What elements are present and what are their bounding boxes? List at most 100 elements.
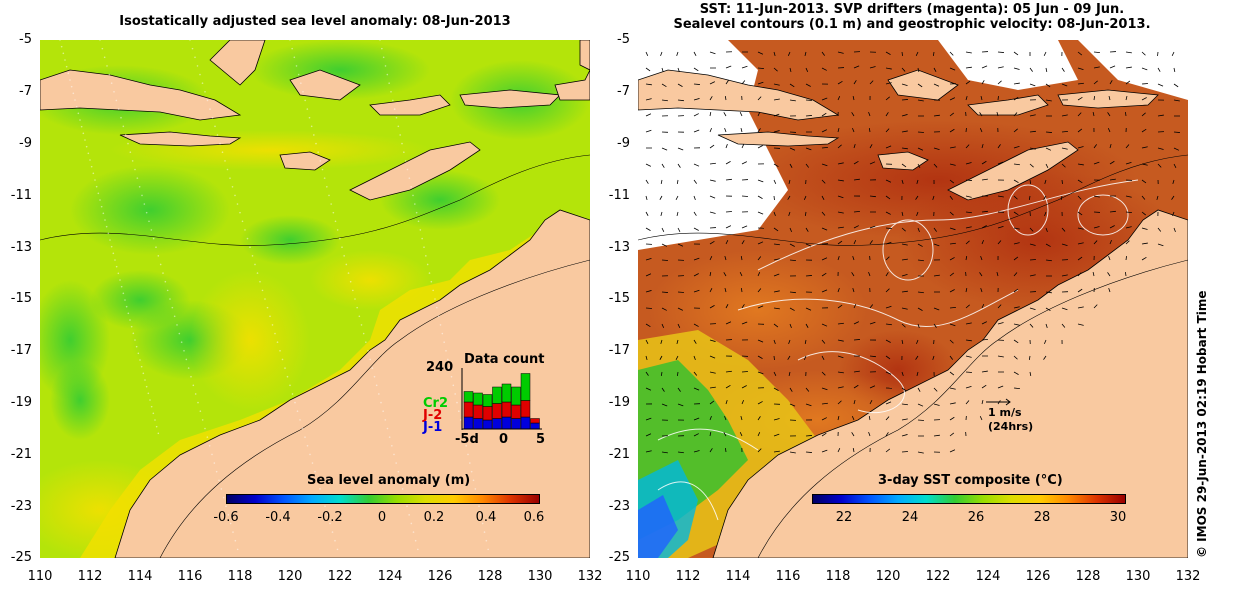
sst-colorbar-tick: 22 bbox=[835, 510, 853, 525]
velocity-scale-arrow bbox=[986, 398, 1011, 406]
imos-credit: © IMOS 29-Jun-2013 02:19 Hobart Time bbox=[1195, 290, 1209, 558]
x-tick: 124 bbox=[975, 569, 1001, 584]
data-count-bar-segment bbox=[520, 400, 531, 418]
y-tick: -9 bbox=[19, 136, 32, 151]
x-tick: 112 bbox=[77, 569, 103, 584]
x-tick: 132 bbox=[1175, 569, 1201, 584]
x-tick: 126 bbox=[1025, 569, 1051, 584]
sst-colorbar bbox=[812, 494, 1126, 504]
sla-colorbar-tick: 0.6 bbox=[523, 510, 545, 525]
data-count-bar-segment bbox=[482, 394, 493, 407]
y-tick: -15 bbox=[608, 291, 630, 306]
y-tick: -23 bbox=[10, 499, 32, 514]
sla-colorbar-tick: 0 bbox=[377, 510, 387, 525]
x-tick: 122 bbox=[925, 569, 951, 584]
data-count-bar-segment bbox=[520, 416, 531, 430]
x-tick: 130 bbox=[1125, 569, 1151, 584]
x-tick: 116 bbox=[177, 569, 203, 584]
sst-contours bbox=[638, 154, 1188, 558]
data-count-bar-segment bbox=[473, 404, 483, 419]
mission-cr2-label: Cr2 bbox=[423, 396, 448, 411]
velocity-vectors bbox=[645, 51, 1181, 454]
x-tick: 116 bbox=[775, 569, 801, 584]
y-tick: -23 bbox=[608, 499, 630, 514]
sla-colorbar bbox=[226, 494, 540, 504]
y-tick: -11 bbox=[10, 188, 32, 203]
sla-colorbar-tick: 0.4 bbox=[475, 510, 497, 525]
y-tick: -13 bbox=[608, 240, 630, 255]
y-tick: -25 bbox=[10, 550, 32, 565]
y-tick: -15 bbox=[10, 291, 32, 306]
x-tick: 118 bbox=[825, 569, 851, 584]
velocity-scale-duration: (24hrs) bbox=[988, 420, 1034, 433]
sst-map[interactable] bbox=[638, 40, 1188, 558]
right-panel-title-line1: SST: 11-Jun-2013. SVP drifters (magenta)… bbox=[699, 2, 1125, 17]
y-tick: -19 bbox=[10, 395, 32, 410]
x-tick: 118 bbox=[227, 569, 253, 584]
data-count-bar-segment bbox=[501, 401, 512, 418]
mission-j2-label: J-2 bbox=[423, 408, 443, 423]
x-tick: 122 bbox=[327, 569, 353, 584]
x-tick: 128 bbox=[1075, 569, 1101, 584]
sea-level-anomaly-map[interactable] bbox=[40, 40, 590, 558]
y-tick: -5 bbox=[19, 32, 32, 47]
x-tick: 112 bbox=[675, 569, 701, 584]
data-count-x-label: 0 bbox=[499, 432, 509, 447]
x-tick: 114 bbox=[725, 569, 751, 584]
y-tick: -5 bbox=[617, 32, 630, 47]
sla-colorbar-tick: -0.2 bbox=[317, 510, 343, 525]
altimeter-tracks bbox=[59, 40, 489, 551]
y-tick: -25 bbox=[608, 550, 630, 565]
y-tick: -9 bbox=[617, 136, 630, 151]
y-tick: -7 bbox=[617, 84, 630, 99]
data-count-x-label: -5d bbox=[455, 432, 479, 447]
data-count-x-label: 5 bbox=[536, 432, 546, 447]
data-count-bar-segment bbox=[511, 386, 521, 406]
data-count-bars bbox=[461, 368, 542, 430]
data-count-bar-segment bbox=[530, 422, 540, 430]
y-tick: -11 bbox=[608, 188, 630, 203]
x-tick: 114 bbox=[127, 569, 153, 584]
sla-colorbar-tick: -0.4 bbox=[265, 510, 291, 525]
x-tick: 120 bbox=[277, 569, 303, 584]
x-tick: 110 bbox=[27, 569, 53, 584]
sst-colorbar-tick: 30 bbox=[1109, 510, 1127, 525]
data-count-bar-segment bbox=[492, 418, 502, 430]
sla-colorbar-title: Sea level anomaly (m) bbox=[307, 473, 471, 488]
y-tick: -21 bbox=[608, 447, 630, 462]
data-count-bar-segment bbox=[511, 404, 521, 419]
velocity-scale-speed: 1 m/s bbox=[988, 406, 1022, 419]
x-tick: 126 bbox=[427, 569, 453, 584]
sla-colorbar-tick: 0.2 bbox=[423, 510, 445, 525]
x-tick: 130 bbox=[527, 569, 553, 584]
data-count-title: Data count bbox=[464, 352, 545, 367]
data-count-bar-segment bbox=[492, 386, 502, 404]
sst-colorbar-tick: 26 bbox=[967, 510, 985, 525]
data-count-ymax: 240 bbox=[426, 360, 454, 375]
data-count-bar-segment bbox=[463, 391, 474, 403]
sst-colorbar-title: 3-day SST composite (°C) bbox=[878, 473, 1063, 488]
y-tick: -17 bbox=[608, 343, 630, 358]
x-tick: 132 bbox=[577, 569, 603, 584]
sealevel-contours bbox=[657, 179, 1139, 521]
x-tick: 120 bbox=[875, 569, 901, 584]
data-count-bar-segment bbox=[463, 416, 474, 430]
data-count-bar-segment bbox=[492, 403, 502, 419]
x-tick: 124 bbox=[377, 569, 403, 584]
x-tick: 128 bbox=[477, 569, 503, 584]
data-count-bar-segment bbox=[520, 373, 531, 401]
data-count-bar-segment bbox=[530, 418, 540, 424]
data-count-bar-segment bbox=[482, 406, 493, 421]
sla-colorbar-tick: -0.6 bbox=[213, 510, 239, 525]
y-tick: -21 bbox=[10, 447, 32, 462]
sst-colorbar-tick: 24 bbox=[901, 510, 919, 525]
data-count-bar-segment bbox=[473, 418, 483, 430]
data-count-bar-segment bbox=[501, 383, 512, 403]
data-count-bar-segment bbox=[463, 401, 474, 418]
y-tick: -13 bbox=[10, 240, 32, 255]
sst-colorbar-tick: 28 bbox=[1033, 510, 1051, 525]
data-count-bar-segment bbox=[501, 416, 512, 430]
data-count-bar-segment bbox=[482, 419, 493, 430]
left-panel-title: Isostatically adjusted sea level anomaly… bbox=[119, 14, 511, 29]
x-tick: 110 bbox=[625, 569, 651, 584]
